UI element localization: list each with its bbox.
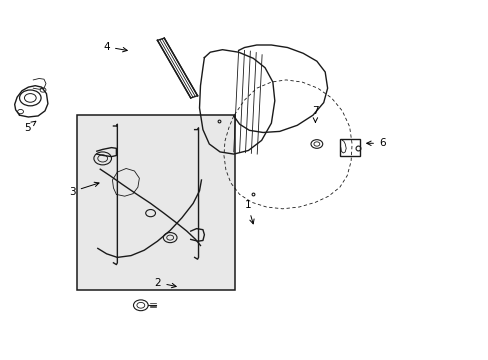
Text: 6: 6 xyxy=(366,138,385,148)
Bar xyxy=(77,115,234,290)
Text: 5: 5 xyxy=(23,121,36,133)
Text: 2: 2 xyxy=(154,278,176,288)
Text: 4: 4 xyxy=(103,42,127,52)
Text: 7: 7 xyxy=(311,106,318,122)
Bar xyxy=(339,139,360,156)
Text: 3: 3 xyxy=(69,182,99,197)
Text: 1: 1 xyxy=(244,200,254,224)
